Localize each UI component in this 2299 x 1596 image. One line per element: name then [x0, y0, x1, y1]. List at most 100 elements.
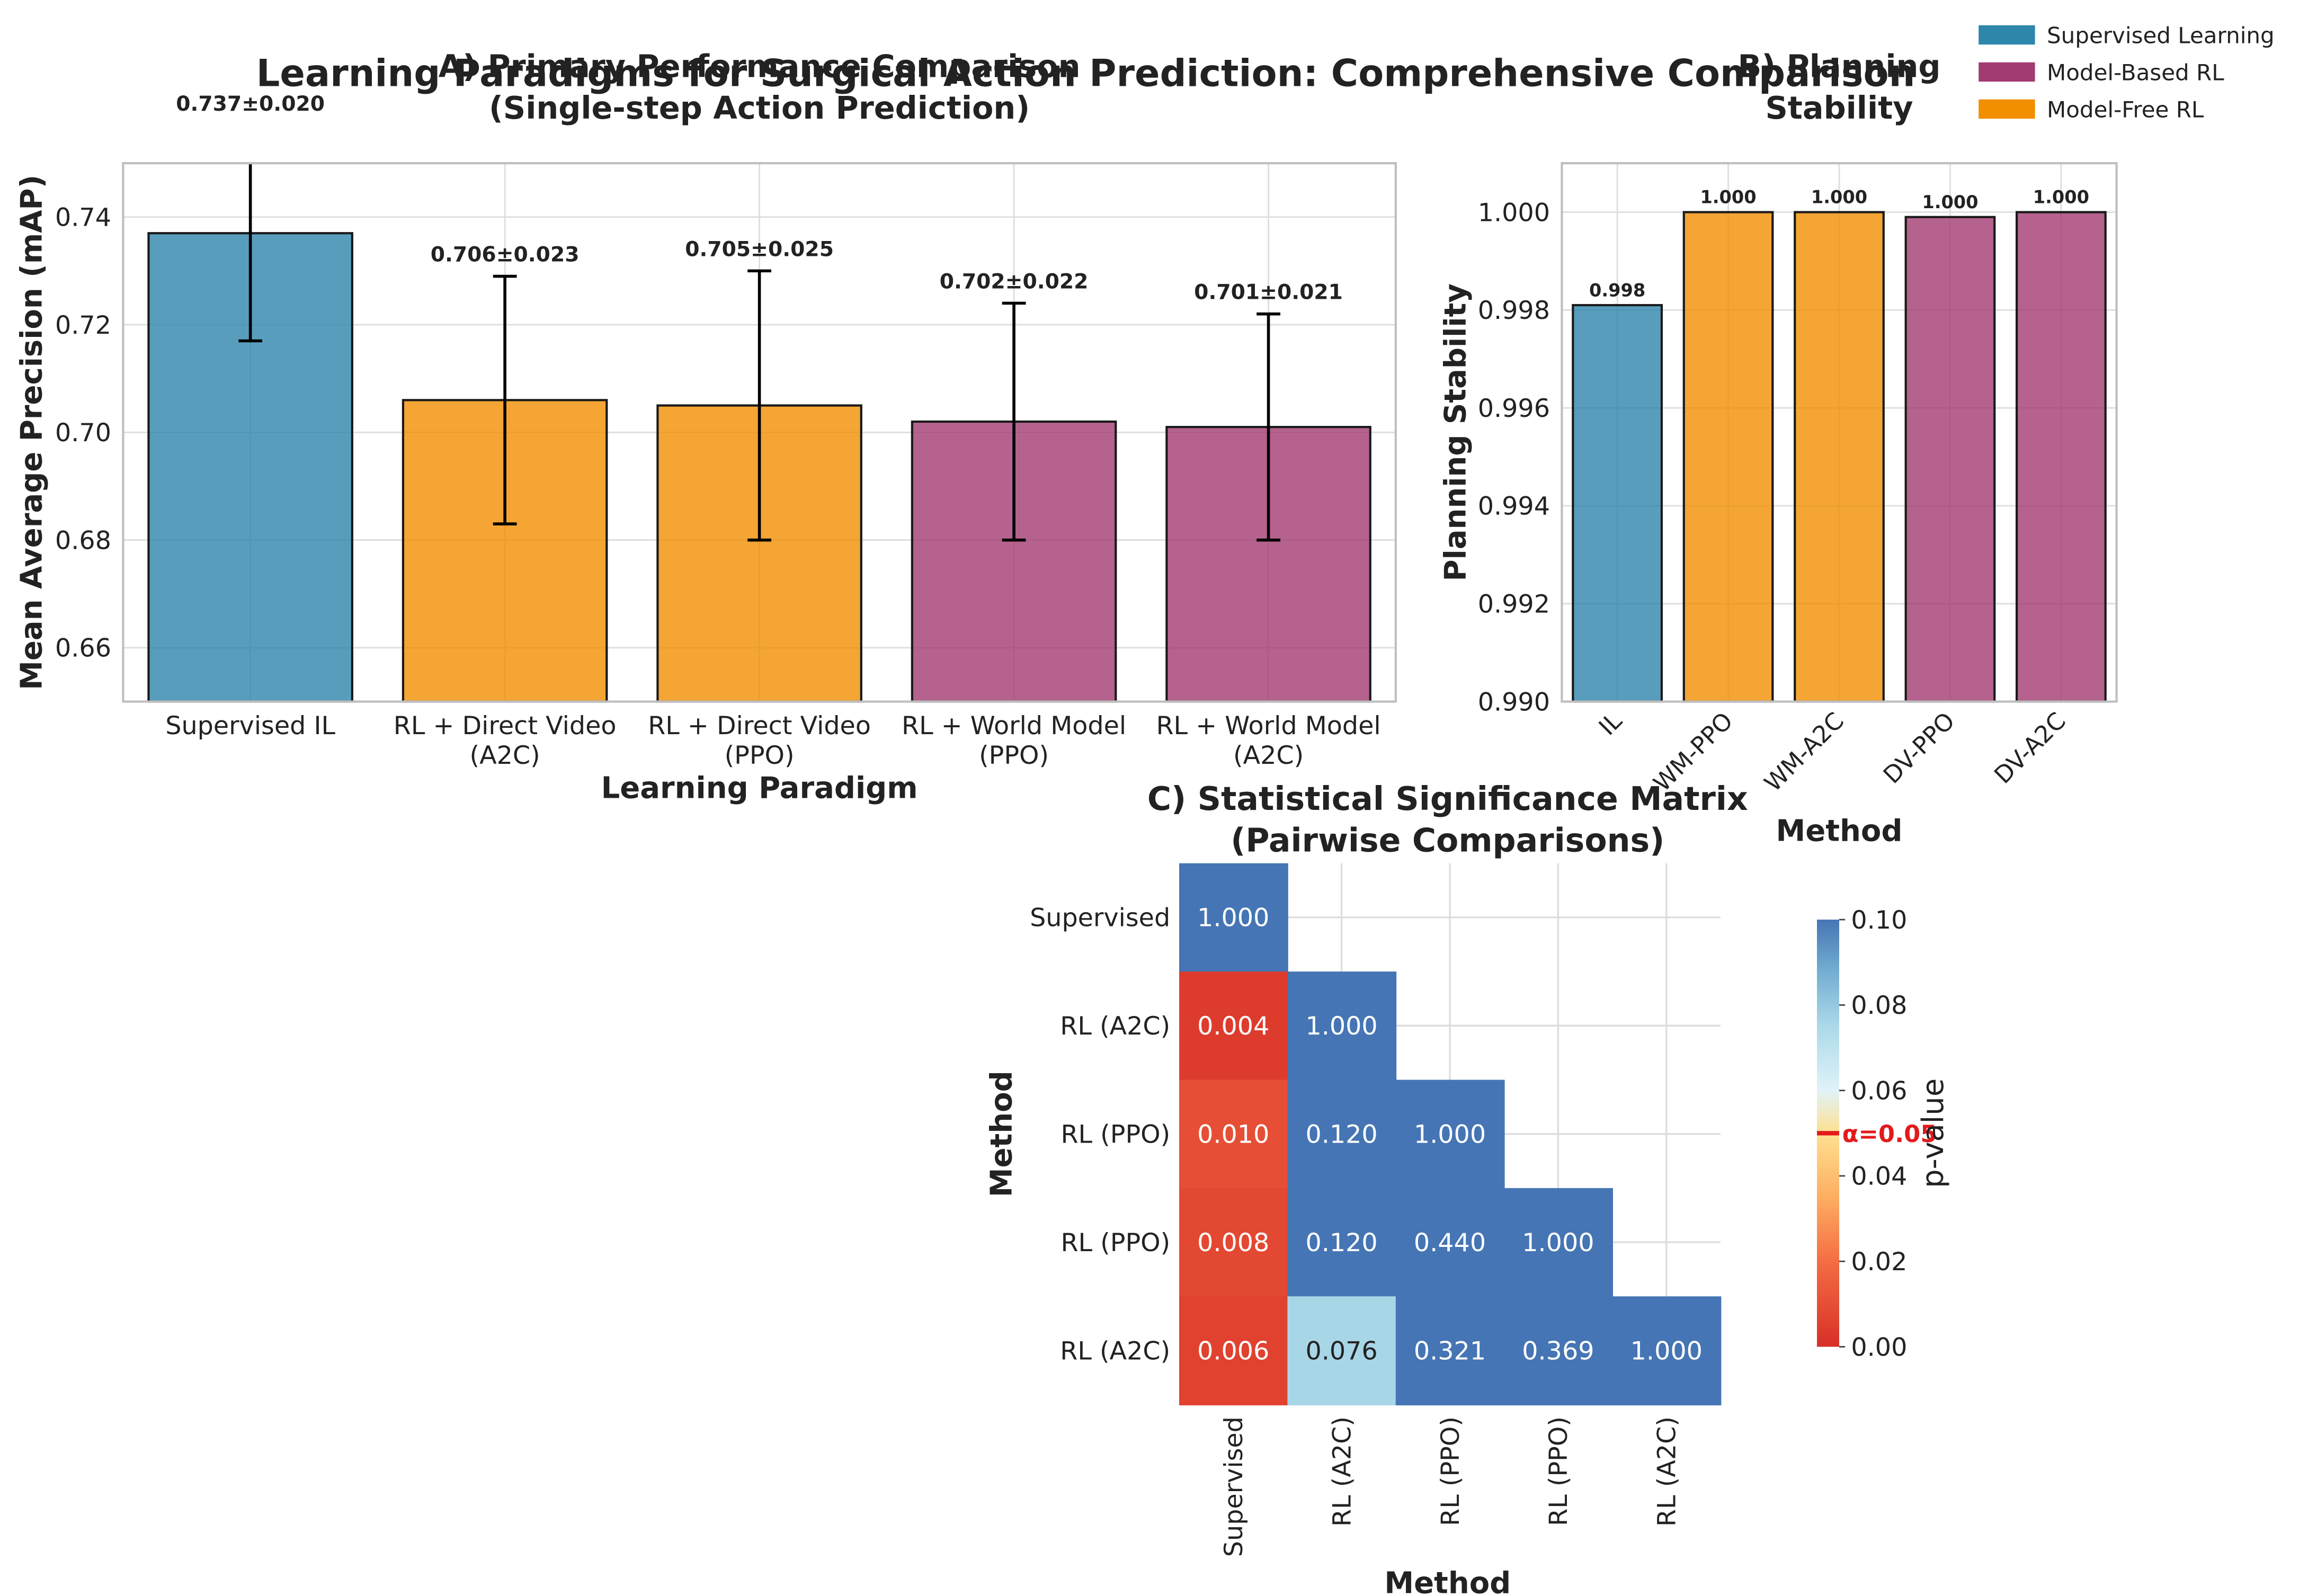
data-label: 0.701±0.021 — [1194, 281, 1343, 305]
y-tick-label: 0.66 — [55, 634, 111, 663]
axes-frame-b — [1561, 162, 2118, 703]
x-axis-title: Learning Paradigm — [601, 771, 918, 806]
chart-title: B) Planning Stability — [1738, 48, 1941, 126]
data-label: 0.702±0.022 — [940, 270, 1089, 293]
data-label: 1.000 — [2033, 187, 2089, 208]
heatmap-cell — [1179, 1296, 1288, 1406]
cell-value: 0.010 — [1197, 1120, 1269, 1149]
figure-title: Learning Paradigms for Surgical Action P… — [256, 52, 1915, 95]
legend-swatch-supervised — [1979, 25, 2035, 45]
legend-label-model-based: Model-Based RL — [2047, 59, 2224, 85]
col-label: Supervised — [1219, 1416, 1249, 1557]
row-label: RL (PPO) — [1061, 1228, 1170, 1258]
heatmap-cell — [1179, 1188, 1288, 1297]
bar — [1682, 211, 1774, 703]
colorbar-tick-label: 0.10 — [1851, 906, 1907, 935]
row-label: RL (PPO) — [1061, 1120, 1170, 1149]
x-tick-label: DV-PPO — [1878, 707, 1961, 789]
x-axis-title: Method — [1776, 814, 1903, 849]
cell-value: 0.369 — [1522, 1336, 1594, 1366]
x-tick-label: RL + World Model (A2C) — [1156, 711, 1380, 770]
cell-value: 1.000 — [1305, 1012, 1377, 1041]
colorbar-tick-label: 0.00 — [1851, 1333, 1907, 1362]
bar — [1904, 216, 1996, 703]
cell-value: 0.076 — [1305, 1336, 1377, 1366]
y-tick-label: 0.68 — [55, 526, 111, 555]
heatmap-cell — [1287, 1296, 1397, 1406]
colorbar-tick-label: 0.02 — [1851, 1247, 1907, 1277]
cell-value: 1.000 — [1414, 1120, 1486, 1149]
x-axis-title: Method — [1384, 1566, 1511, 1596]
x-tick-label: DV-A2C — [1989, 707, 2071, 789]
y-tick-label: 0.70 — [55, 418, 111, 448]
y-axis-title: Method — [985, 1071, 1019, 1197]
row-label: RL (A2C) — [1060, 1012, 1170, 1041]
colorbar-tick-label: 0.04 — [1851, 1162, 1907, 1191]
x-tick-label: WM-A2C — [1759, 707, 1849, 797]
y-tick-label: 0.72 — [55, 311, 111, 340]
axes-frame-a — [122, 162, 1397, 703]
heatmap-cell — [1395, 1188, 1505, 1297]
legend-label-model-free: Model-Free RL — [2047, 96, 2204, 122]
heatmap-cell — [1504, 1296, 1613, 1406]
bar — [1794, 211, 1885, 703]
cell-value: 1.000 — [1630, 1336, 1703, 1366]
panel-c-significance-heatmap: 1.000 0.004 1.000 0.010 0.120 1.000 0.008 0.120… — [985, 780, 1950, 1596]
y-tick-label: 0.996 — [1478, 394, 1550, 423]
cell-value: 1.000 — [1197, 904, 1269, 933]
cell-value: 0.321 — [1414, 1336, 1486, 1366]
alpha-threshold-label: α=0.05 — [1842, 1120, 1937, 1148]
heatmap-cell — [1179, 971, 1288, 1081]
legend: Supervised Learning Model-Based RL Model… — [1979, 22, 2275, 122]
y-tick-label: 0.994 — [1478, 492, 1550, 521]
legend-swatch-model-based — [1979, 62, 2035, 82]
row-label: Supervised — [1030, 904, 1170, 933]
heatmap-cell — [1179, 1080, 1288, 1189]
data-label: 1.000 — [1811, 187, 1867, 208]
cell-value: 0.006 — [1197, 1336, 1269, 1366]
col-label: RL (A2C) — [1327, 1416, 1357, 1527]
col-label: RL (PPO) — [1544, 1416, 1573, 1526]
panel-a-performance-chart: 0.66 0.68 0.70 0.72 0.74 0.737±0.020 Supervise… — [14, 48, 1397, 806]
panel-b-stability-chart: 0.990 0.992 0.994 0.996 0.998 1.000 0.998 IL 1.0… — [1438, 48, 2118, 849]
y-tick-label: 0.990 — [1478, 688, 1550, 717]
heatmap-cell — [1612, 1296, 1722, 1406]
chart-title: C) Statistical Significance Matrix (Pairw… — [1147, 780, 1748, 859]
bar — [2016, 211, 2107, 703]
data-label: 1.000 — [1700, 187, 1756, 208]
cell-value: 0.120 — [1305, 1120, 1377, 1149]
x-tick-label: RL + World Model (PPO) — [902, 711, 1126, 770]
y-tick-label: 0.998 — [1478, 296, 1550, 325]
heatmap-cell — [1287, 971, 1397, 1081]
col-label: RL (PPO) — [1436, 1416, 1465, 1526]
colorbar-title: p-value — [1916, 1078, 1950, 1188]
heatmap-cell — [1395, 1296, 1505, 1406]
row-label: RL (A2C) — [1060, 1336, 1170, 1366]
y-tick-label: 0.74 — [55, 203, 111, 233]
data-label: 0.705±0.025 — [685, 237, 834, 261]
heatmap-cell — [1287, 1188, 1397, 1297]
colorbar-tick-label: 0.06 — [1851, 1076, 1907, 1105]
legend-swatch-model-free — [1979, 99, 2035, 119]
data-label: 1.000 — [1922, 192, 1978, 212]
y-axis-title: Planning Stability — [1438, 283, 1473, 581]
heatmap-cell — [1395, 1080, 1505, 1189]
cell-value: 1.000 — [1522, 1228, 1594, 1258]
cell-value: 0.440 — [1414, 1228, 1486, 1258]
col-label: RL (A2C) — [1653, 1416, 1682, 1527]
x-tick-label: RL + Direct Video (A2C) — [394, 711, 617, 770]
colorbar-tick-label: 0.08 — [1851, 991, 1907, 1020]
chart-title: A) Primary Performance Comparison (Single… — [439, 48, 1081, 126]
cell-value: 0.120 — [1305, 1228, 1377, 1258]
y-tick-label: 0.992 — [1478, 590, 1550, 619]
bar — [1572, 304, 1663, 703]
x-tick-label: IL — [1593, 707, 1627, 741]
heatmap-cell — [1504, 1188, 1613, 1297]
data-label: 0.998 — [1589, 280, 1645, 300]
data-label: 0.737±0.020 — [176, 92, 325, 116]
cell-value: 0.008 — [1197, 1228, 1269, 1258]
x-tick-label: Supervised IL — [165, 711, 335, 741]
data-label: 0.706±0.023 — [431, 243, 580, 267]
heatmap-cell — [1179, 863, 1288, 973]
